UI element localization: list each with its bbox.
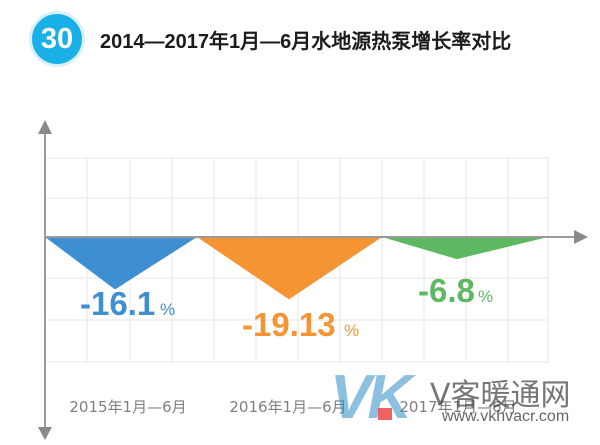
data-label-unit-1: %: [160, 300, 175, 319]
data-label-1: -16.1: [80, 285, 155, 322]
y-axis-arrow-down: [38, 427, 52, 440]
y-axis-arrow-up: [38, 120, 52, 134]
chart-number-badge: 30: [32, 14, 82, 64]
category-label-2: 2016年1月—6月: [229, 398, 346, 416]
data-triangle-3: [382, 237, 548, 260]
data-triangle-2: [197, 237, 382, 300]
data-label-3: -6.8: [418, 272, 475, 309]
category-label-1: 2015年1月—6月: [69, 398, 186, 416]
category-label-3: 2017年1月—6月: [399, 398, 516, 416]
x-axis-arrow: [574, 230, 588, 244]
chart-title: 2014—2017年1月—6月水地源热泵增长率对比: [100, 31, 512, 53]
data-label-unit-3: %: [478, 287, 493, 306]
data-label-unit-2: %: [344, 321, 359, 340]
data-triangle-1: [45, 237, 197, 290]
data-label-2: -19.13: [242, 306, 336, 343]
